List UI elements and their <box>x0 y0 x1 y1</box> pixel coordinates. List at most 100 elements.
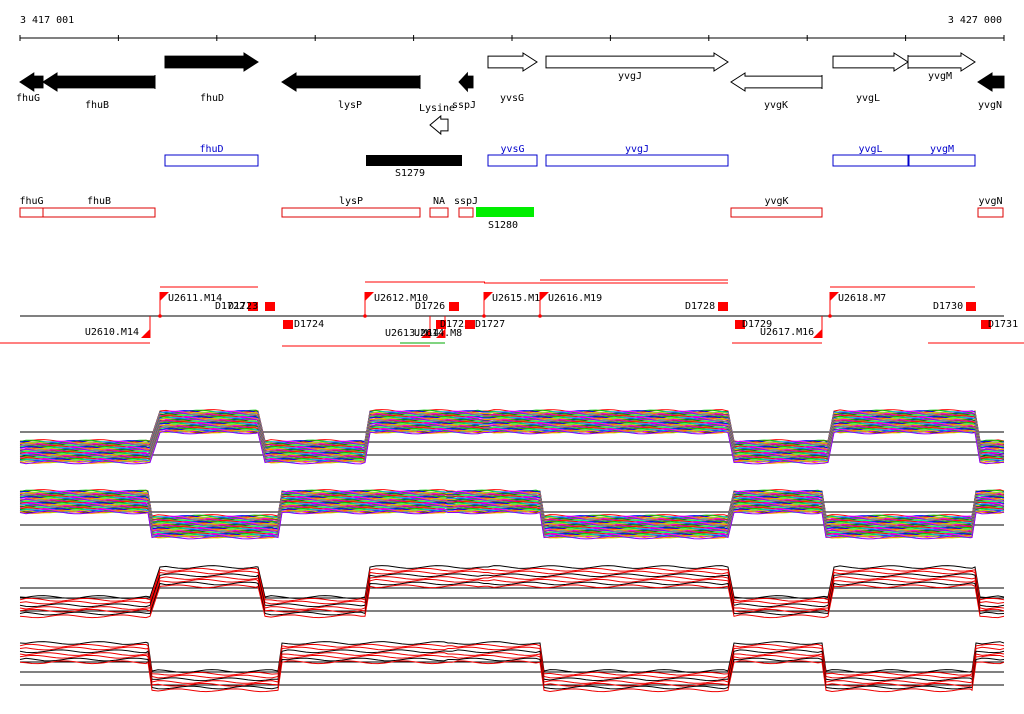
upshift-label: U2618.M7 <box>838 293 886 304</box>
expression-trace <box>19 510 1005 540</box>
downshift-label: D1730 <box>933 301 963 312</box>
expression-trace <box>19 565 1005 599</box>
gene-arrow-yvgm[interactable] <box>907 52 976 72</box>
forward-transcript-label: yvsG <box>500 144 524 155</box>
gene-label-yvgj: yvgJ <box>618 71 642 82</box>
expression-trace <box>19 505 1005 535</box>
reverse-transcript-box[interactable] <box>977 207 1004 218</box>
upshift-marker[interactable] <box>484 292 493 301</box>
downshift-marker[interactable] <box>465 320 475 329</box>
downshift-marker[interactable] <box>265 302 275 311</box>
expression-trace <box>19 508 1005 537</box>
reverse-transcript-track: fhuG fhuB lysP NA sspJ yvgK yvgN S1280 <box>19 196 1004 231</box>
expression-trace <box>19 652 1005 684</box>
gene-arrow-yvgl[interactable] <box>832 52 909 72</box>
forward-segment-bar[interactable] <box>366 155 462 166</box>
reverse-transcript-label: yvgK <box>764 196 788 207</box>
upshift-label: U2616.M19 <box>548 293 602 304</box>
expression-trace <box>19 654 1005 687</box>
downshift-label: D1727 <box>475 319 505 330</box>
expression-trace <box>19 570 1005 605</box>
downshift-marker[interactable] <box>449 302 459 311</box>
forward-transcript-box[interactable] <box>164 154 259 167</box>
expression-trace <box>19 428 1005 463</box>
expression-trace <box>19 410 1005 444</box>
downshift-label: D1726 <box>415 301 445 312</box>
upshift-marker[interactable] <box>160 292 169 301</box>
expression-trace <box>19 492 1005 522</box>
upshift-marker[interactable] <box>540 292 549 301</box>
expression-trace <box>19 429 1005 463</box>
expression-trace <box>19 581 1005 616</box>
downshift-label: D1723 <box>228 301 258 312</box>
upshift-marker[interactable] <box>436 329 445 338</box>
gene-arrow-sspj[interactable] <box>458 71 474 93</box>
ruler-start-label: 3 417 001 <box>20 15 74 26</box>
forward-transcript-track: fhuD yvsG yvgJ yvgL yvgM S1279 <box>164 144 976 179</box>
expression-trace <box>19 430 1005 464</box>
downshift-marker[interactable] <box>981 320 991 329</box>
downshift-label: D1725 <box>440 319 470 330</box>
gene-label-yvgn: yvgN <box>978 100 1002 111</box>
downshift-marker[interactable] <box>283 320 293 329</box>
expression-trace <box>19 429 1005 464</box>
gene-arrow-fhug[interactable] <box>19 72 44 92</box>
upshift-marker[interactable] <box>813 329 822 338</box>
forward-transcript-label: yvgL <box>858 144 882 155</box>
gene-arrow-yvgj[interactable] <box>545 52 729 72</box>
downshift-marker[interactable] <box>718 302 728 311</box>
reverse-transcript-box[interactable] <box>19 207 44 218</box>
gene-arrow-fhud[interactable] <box>164 52 259 72</box>
expression-trace <box>19 412 1005 447</box>
gene-label-lysp: lysP <box>338 100 362 111</box>
reverse-transcript-box[interactable] <box>429 207 449 218</box>
gene-arrow-lysine[interactable] <box>429 114 449 136</box>
gene-arrow-lysp[interactable] <box>281 72 421 92</box>
forward-segment-label: S1279 <box>395 168 425 179</box>
upshift-marker[interactable] <box>141 329 150 338</box>
forward-transcript-label: fhuD <box>199 144 223 155</box>
reverse-transcript-label: NA <box>433 196 445 207</box>
expression-trace <box>19 641 1005 673</box>
forward-transcript-box[interactable] <box>545 154 729 167</box>
gene-label-lysine: Lysine <box>419 103 455 114</box>
expression-trace <box>19 643 1005 676</box>
expression-trace <box>19 573 1005 608</box>
gene-label-fhug: fhuG <box>16 93 40 104</box>
expression-trace <box>19 416 1005 451</box>
reverse-transcript-label: sspJ <box>454 196 478 207</box>
upshift-label: U2617.M16 <box>760 327 814 338</box>
gene-arrow-yvgk[interactable] <box>730 72 823 92</box>
reverse-transcript-box[interactable] <box>458 207 474 218</box>
expression-trace <box>19 660 1005 693</box>
upshift-marker[interactable] <box>421 329 430 338</box>
upshift-label: U2615.M1 <box>492 293 540 304</box>
reverse-transcript-box[interactable] <box>281 207 421 218</box>
expression-trace <box>19 567 1005 602</box>
expression-trace <box>19 578 1005 613</box>
expression-trace <box>19 657 1005 690</box>
downshift-marker[interactable] <box>966 302 976 311</box>
downshift-marker[interactable] <box>248 302 258 311</box>
forward-transcript-box[interactable] <box>487 154 538 167</box>
reverse-segment-bar[interactable] <box>476 207 534 217</box>
upshift-marker[interactable] <box>830 292 839 301</box>
gene-arrow-yvsg[interactable] <box>487 52 538 72</box>
gene-label-yvsg: yvsG <box>500 93 524 104</box>
reverse-transcript-box[interactable] <box>42 207 156 218</box>
downshift-marker[interactable] <box>436 320 446 329</box>
gene-arrow-yvgn[interactable] <box>977 72 1005 92</box>
forward-transcript-box[interactable] <box>832 154 909 167</box>
upshift-marker[interactable] <box>365 292 374 301</box>
downshift-marker[interactable] <box>735 320 745 329</box>
expression-trace <box>19 576 1005 610</box>
gene-label-yvgl: yvgL <box>856 93 880 104</box>
forward-transcript-label: yvgM <box>930 144 954 155</box>
forward-transcript-box[interactable] <box>908 154 976 167</box>
reverse-transcript-box[interactable] <box>730 207 823 218</box>
upshift-label: U2614.M8 <box>414 328 462 339</box>
gene-arrow-fhub[interactable] <box>42 72 156 92</box>
expression-trace <box>19 430 1005 465</box>
